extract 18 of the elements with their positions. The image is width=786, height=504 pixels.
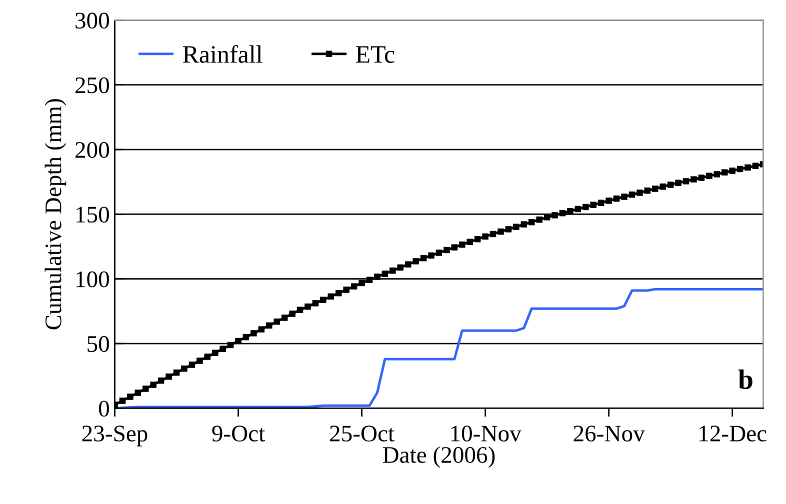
x-tick-label: 26-Nov xyxy=(574,426,645,442)
x-tick-label: 23-Sep xyxy=(82,426,148,446)
x-tick-label: 9-Oct xyxy=(212,426,266,442)
x-axis-title: Date (2006) xyxy=(382,446,495,468)
x-tick-label: 10-Nov xyxy=(451,426,522,442)
annotation: b xyxy=(738,369,752,390)
y-axis-title: Cumulative Depth (mm) xyxy=(44,99,66,330)
y-tick-label: 50 xyxy=(88,336,109,352)
y-tick-label: 0 xyxy=(98,400,109,417)
y-tick-label: 100 xyxy=(76,271,109,288)
y-tick-label: 150 xyxy=(76,206,109,223)
x-tick-label: 12-Dec xyxy=(700,426,766,442)
legend-label: Rainfall xyxy=(182,45,262,63)
y-tick-label: 300 xyxy=(76,12,109,29)
x-tick-label: 25-Oct xyxy=(330,426,394,442)
legend-label: ETc xyxy=(356,46,394,63)
y-tick-label: 200 xyxy=(76,142,109,158)
y-tick-label: 250 xyxy=(76,77,109,94)
